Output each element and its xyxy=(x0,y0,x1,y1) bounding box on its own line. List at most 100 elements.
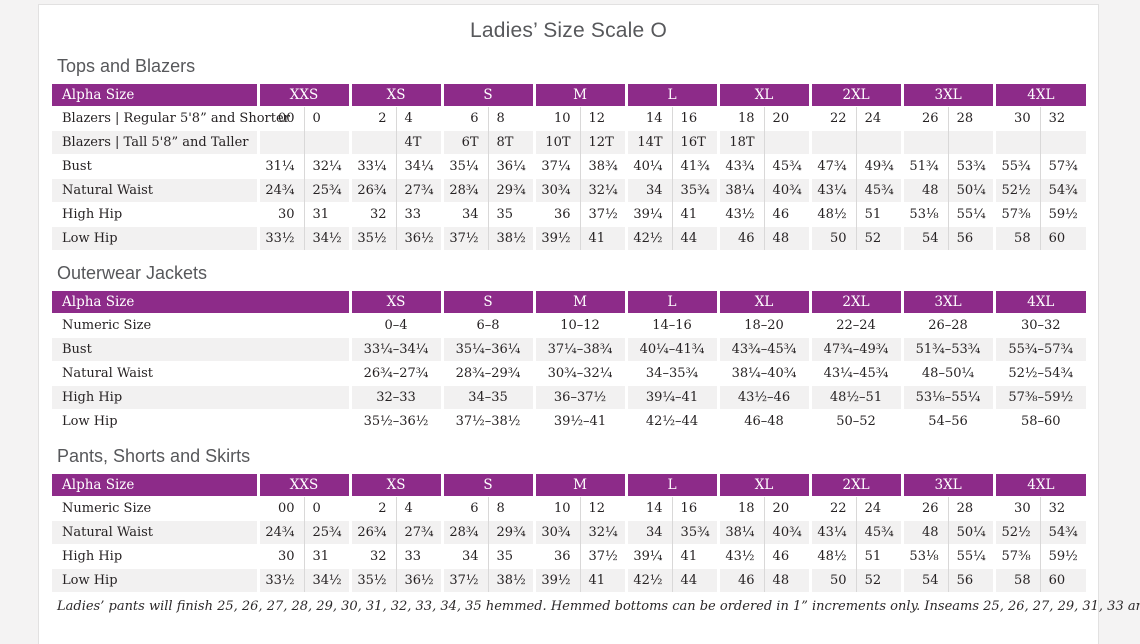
size-table-tops-and-blazers: Alpha Size XXS XS S M L XL 2XL 3XL 4XL Blazers | R… xyxy=(52,84,1087,250)
size-cell: 33½ xyxy=(256,225,304,250)
size-cell: 54 xyxy=(900,225,949,250)
column-header-size: S xyxy=(440,291,534,313)
table-row: Blazers | Regular 5'8” and Shorter 00 0 2 4 6… xyxy=(52,105,1087,130)
size-cell: 38¼ xyxy=(716,519,765,544)
size-table-outerwear-jackets: Alpha Size XS S M L XL 2XL 3XL 4XL Numeric Size 0–… xyxy=(52,291,1086,433)
column-header-size: L xyxy=(624,474,719,496)
size-cell: 46 xyxy=(716,567,765,592)
size-cell: 33 xyxy=(395,201,443,226)
size-cell: 51 xyxy=(855,543,903,568)
column-header-size: XS xyxy=(348,84,443,106)
size-cell: 46 xyxy=(716,225,765,250)
size-cell: 27¾ xyxy=(395,177,443,202)
size-cell: 26 xyxy=(900,495,949,520)
size-cell: 0 xyxy=(303,495,351,520)
column-header-size: XL xyxy=(716,474,811,496)
size-cell: 39½ xyxy=(532,567,581,592)
size-cell: 40¾ xyxy=(763,519,811,544)
size-cell: 25¾ xyxy=(303,177,351,202)
size-cell: 37½ xyxy=(579,543,627,568)
size-cell xyxy=(808,129,857,154)
column-header-size: 3XL xyxy=(900,291,994,313)
column-header-alpha-size: Alpha Size xyxy=(52,84,258,106)
row-label: Natural Waist xyxy=(52,519,258,544)
size-cell: 28¾–29¾ xyxy=(440,360,534,385)
size-cell: 30 xyxy=(256,543,304,568)
page-title: Ladies’ Size Scale O xyxy=(470,19,667,42)
size-cell: 28 xyxy=(947,495,995,520)
size-cell: 52½ xyxy=(992,177,1041,202)
size-cell: 6T xyxy=(440,129,489,154)
size-cell: 34½ xyxy=(303,225,351,250)
size-cell: 32 xyxy=(1039,105,1087,130)
size-cell: 35¾ xyxy=(671,519,719,544)
size-cell: 57⅜ xyxy=(992,543,1041,568)
size-cell: 36¼ xyxy=(487,153,535,178)
size-cell: 30¾ xyxy=(532,519,581,544)
size-cell: 16 xyxy=(671,105,719,130)
size-cell: 36½ xyxy=(395,225,443,250)
size-cell: 47¾ xyxy=(808,153,857,178)
column-header-size: 2XL xyxy=(808,84,903,106)
column-header-size: 2XL xyxy=(808,291,902,313)
size-table-header-row: Alpha Size XXS XS S M L XL 2XL 3XL 4XL xyxy=(52,84,1087,106)
size-cell: 53⅛ xyxy=(900,543,949,568)
size-cell: 37½ xyxy=(579,201,627,226)
size-cell: 43¾–45¾ xyxy=(716,336,810,361)
column-header-size: M xyxy=(532,291,626,313)
size-cell: 28¾ xyxy=(440,177,489,202)
row-label: Numeric Size xyxy=(52,312,350,337)
size-cell: 4 xyxy=(395,495,443,520)
size-cell: 48 xyxy=(900,519,949,544)
table-row: Low Hip 35½–36½ 37½–38½ 39½–41 42½–44 46–48 50… xyxy=(52,408,1086,433)
row-label: Low Hip xyxy=(52,567,258,592)
size-cell: 44 xyxy=(671,567,719,592)
size-cell: 38¼ xyxy=(716,177,765,202)
size-cell: 12 xyxy=(579,495,627,520)
size-cell: 46 xyxy=(763,201,811,226)
table-row: Bust 33¼–34¼ 35¼–36¼ 37¼–38¾ 40¼–41¾ 43¾–45¾ 4… xyxy=(52,336,1086,361)
size-cell: 14 xyxy=(624,495,673,520)
size-cell xyxy=(763,129,811,154)
size-cell: 10 xyxy=(532,495,581,520)
size-cell: 35¼–36¼ xyxy=(440,336,534,361)
size-cell: 41 xyxy=(579,567,627,592)
section-heading: Outerwear Jackets xyxy=(57,263,208,283)
size-cell: 10T xyxy=(532,129,581,154)
size-cell: 00 xyxy=(256,495,304,520)
size-cell: 26¾ xyxy=(348,519,397,544)
size-cell: 40¾ xyxy=(763,177,811,202)
size-cell: 24 xyxy=(855,105,903,130)
size-cell xyxy=(303,129,351,154)
size-cell: 43¼ xyxy=(808,519,857,544)
size-cell: 0 xyxy=(303,105,351,130)
size-cell: 28¾ xyxy=(440,519,489,544)
table-row: Numeric Size 00 0 2 4 6 8 10 12 14 16 18 20 22 24 26 28 3… xyxy=(52,495,1087,520)
size-cell: 55¾ xyxy=(992,153,1041,178)
size-cell: 53⅛–55¼ xyxy=(900,384,994,409)
size-cell: 6 xyxy=(440,495,489,520)
size-cell: 32 xyxy=(1039,495,1087,520)
size-cell: 54¾ xyxy=(1039,177,1087,202)
size-cell: 22 xyxy=(808,105,857,130)
size-cell: 38¼–40¾ xyxy=(716,360,810,385)
size-cell: 37½ xyxy=(440,567,489,592)
size-cell xyxy=(855,129,903,154)
row-label: Low Hip xyxy=(52,408,350,433)
section-heading: Tops and Blazers xyxy=(57,56,196,76)
size-cell: 34 xyxy=(440,201,489,226)
row-label: Bust xyxy=(52,336,350,361)
size-cell: 24 xyxy=(855,495,903,520)
size-cell: 35¼ xyxy=(440,153,489,178)
size-cell: 34–35¾ xyxy=(624,360,718,385)
size-cell xyxy=(348,129,397,154)
size-cell: 30¾–32¼ xyxy=(532,360,626,385)
column-header-size: 4XL xyxy=(992,291,1086,313)
section-outerwear-jackets: Outerwear Jackets Alpha Size XS S M L XL 2XL 3X… xyxy=(52,263,1086,433)
size-cell: 48 xyxy=(900,177,949,202)
size-cell: 34 xyxy=(624,177,673,202)
size-cell: 52½ xyxy=(992,519,1041,544)
size-cell: 8 xyxy=(487,105,535,130)
document-page: Ladies’ Size Scale O Tops and Blazers Al… xyxy=(38,4,1140,644)
table-row: High Hip 30 31 32 33 34 35 36 37½ 39¼ 41 43½ 46 48½ 51… xyxy=(52,543,1087,568)
